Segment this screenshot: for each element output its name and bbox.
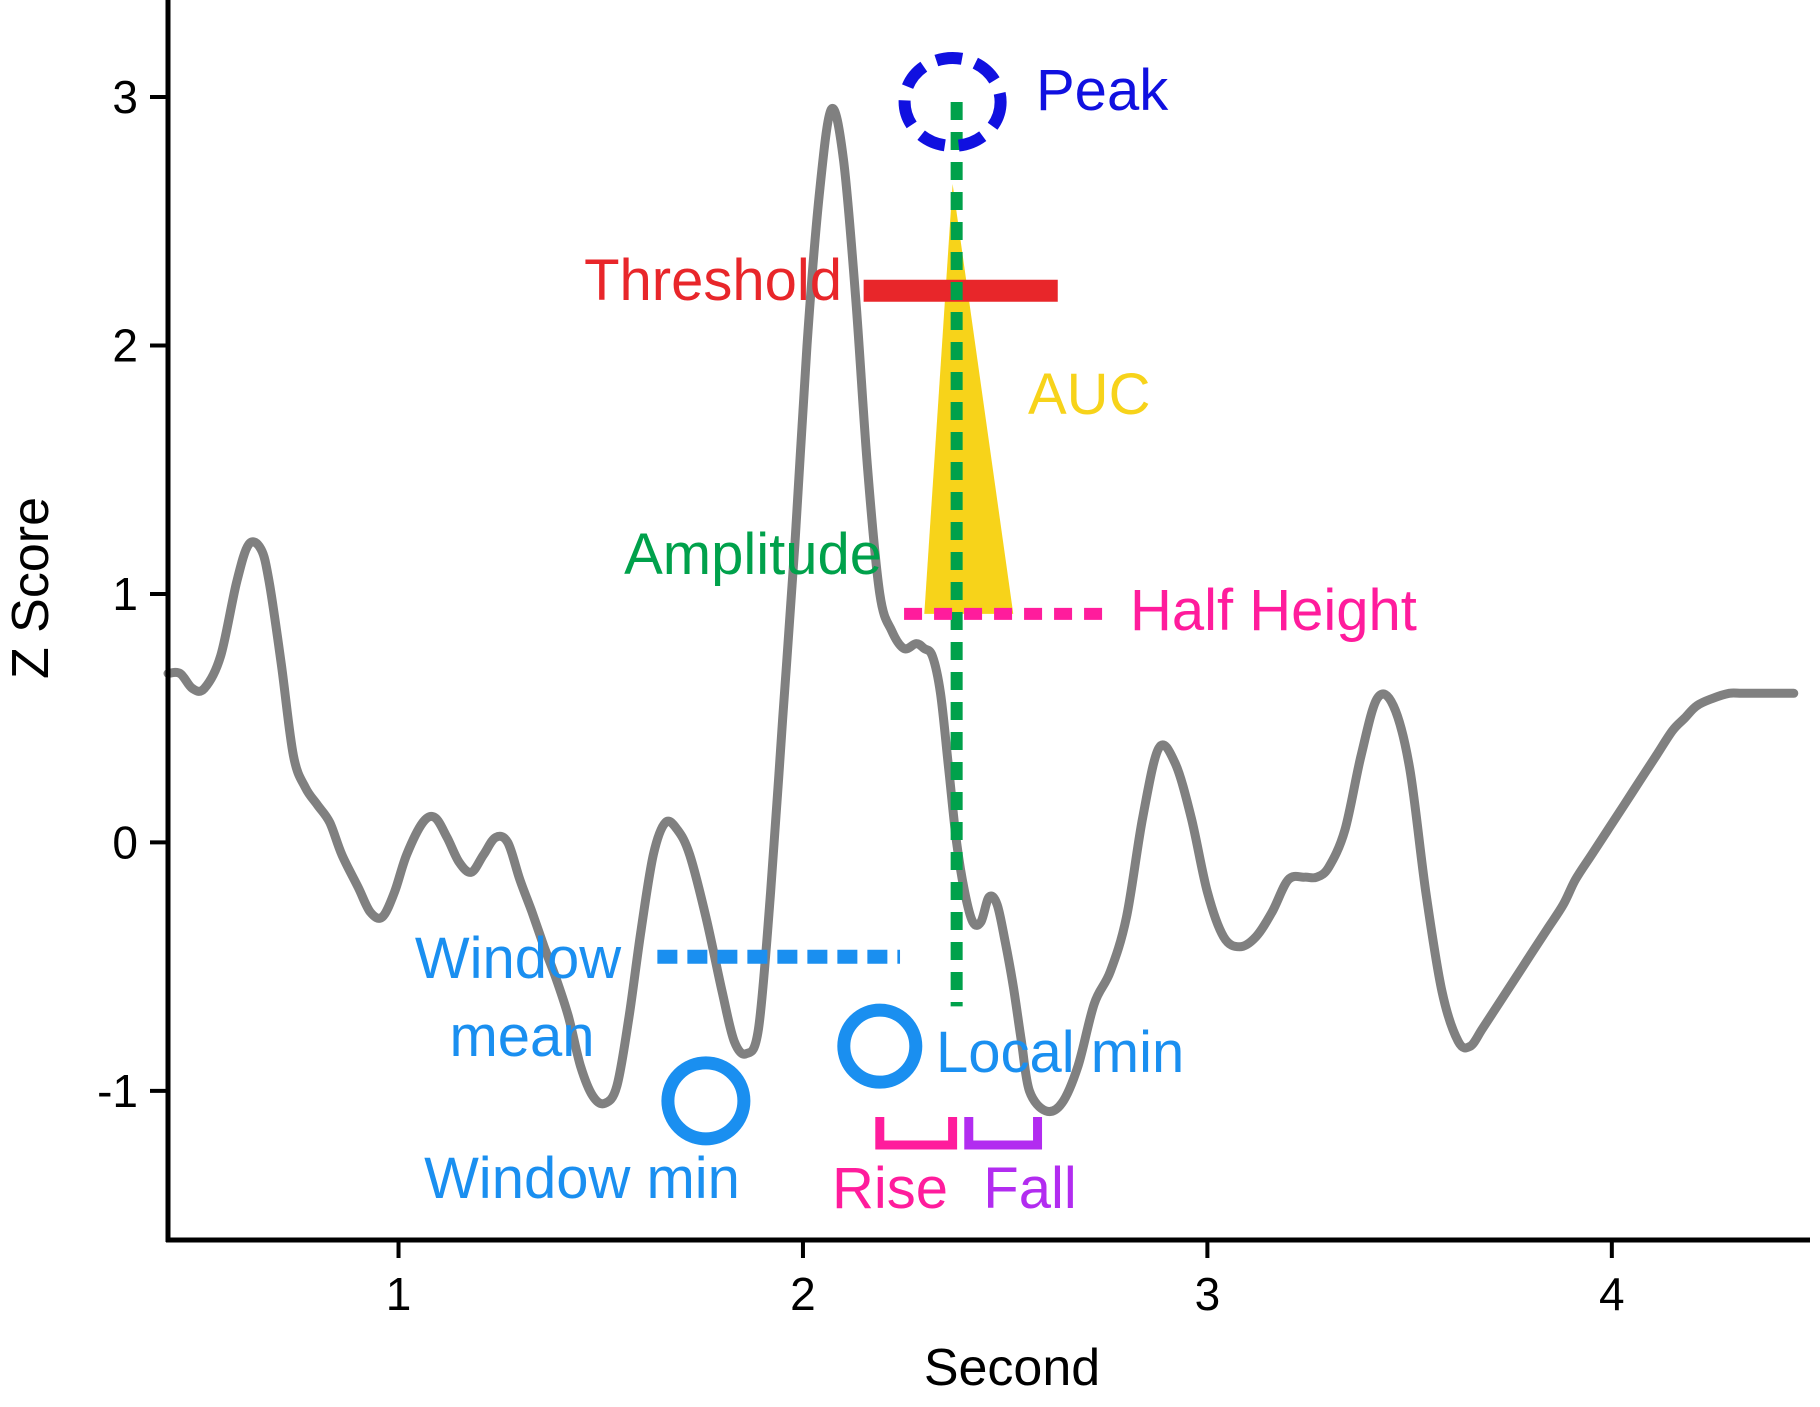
x-tick-label: 1 [386,1268,412,1320]
threshold-label: Threshold [584,248,842,313]
window-min-marker [661,1056,751,1146]
y-tick-label: 1 [112,568,138,620]
rise-bracket [875,1117,958,1150]
auc-label: AUC [1028,362,1150,427]
y-tick-label: -1 [97,1065,138,1117]
y-tick-label: 3 [112,71,138,123]
auc-area [924,183,1014,614]
y-axis-title: Z Score [2,497,60,679]
amplitude-label: Amplitude [624,522,882,587]
local-min-marker [837,1003,923,1089]
x-tick-label: 2 [790,1268,816,1320]
x-tick-label: 3 [1195,1268,1221,1320]
y-tick-label: 2 [112,319,138,371]
window-mean-label-line2: mean [449,1004,594,1069]
rise-label: Rise [832,1156,948,1221]
peak-marker [898,51,1007,152]
half-height-label: Half Height [1130,578,1417,643]
y-tick-label: 0 [112,816,138,868]
fall-label: Fall [983,1156,1076,1221]
window-mean-label-line1: Window [415,926,622,991]
x-axis-ticks: 1 2 3 4 [386,1240,1625,1320]
z-score-trace [163,103,1799,1117]
local-min-label: Local min [936,1020,1184,1085]
y-axis-ticks: -1 0 1 2 3 [97,71,168,1117]
fall-bracket [964,1117,1043,1150]
window-min-label: Window min [424,1146,740,1211]
x-axis-title: Second [924,1339,1100,1397]
x-tick-label: 4 [1599,1268,1625,1320]
peak-label: Peak [1036,58,1169,123]
